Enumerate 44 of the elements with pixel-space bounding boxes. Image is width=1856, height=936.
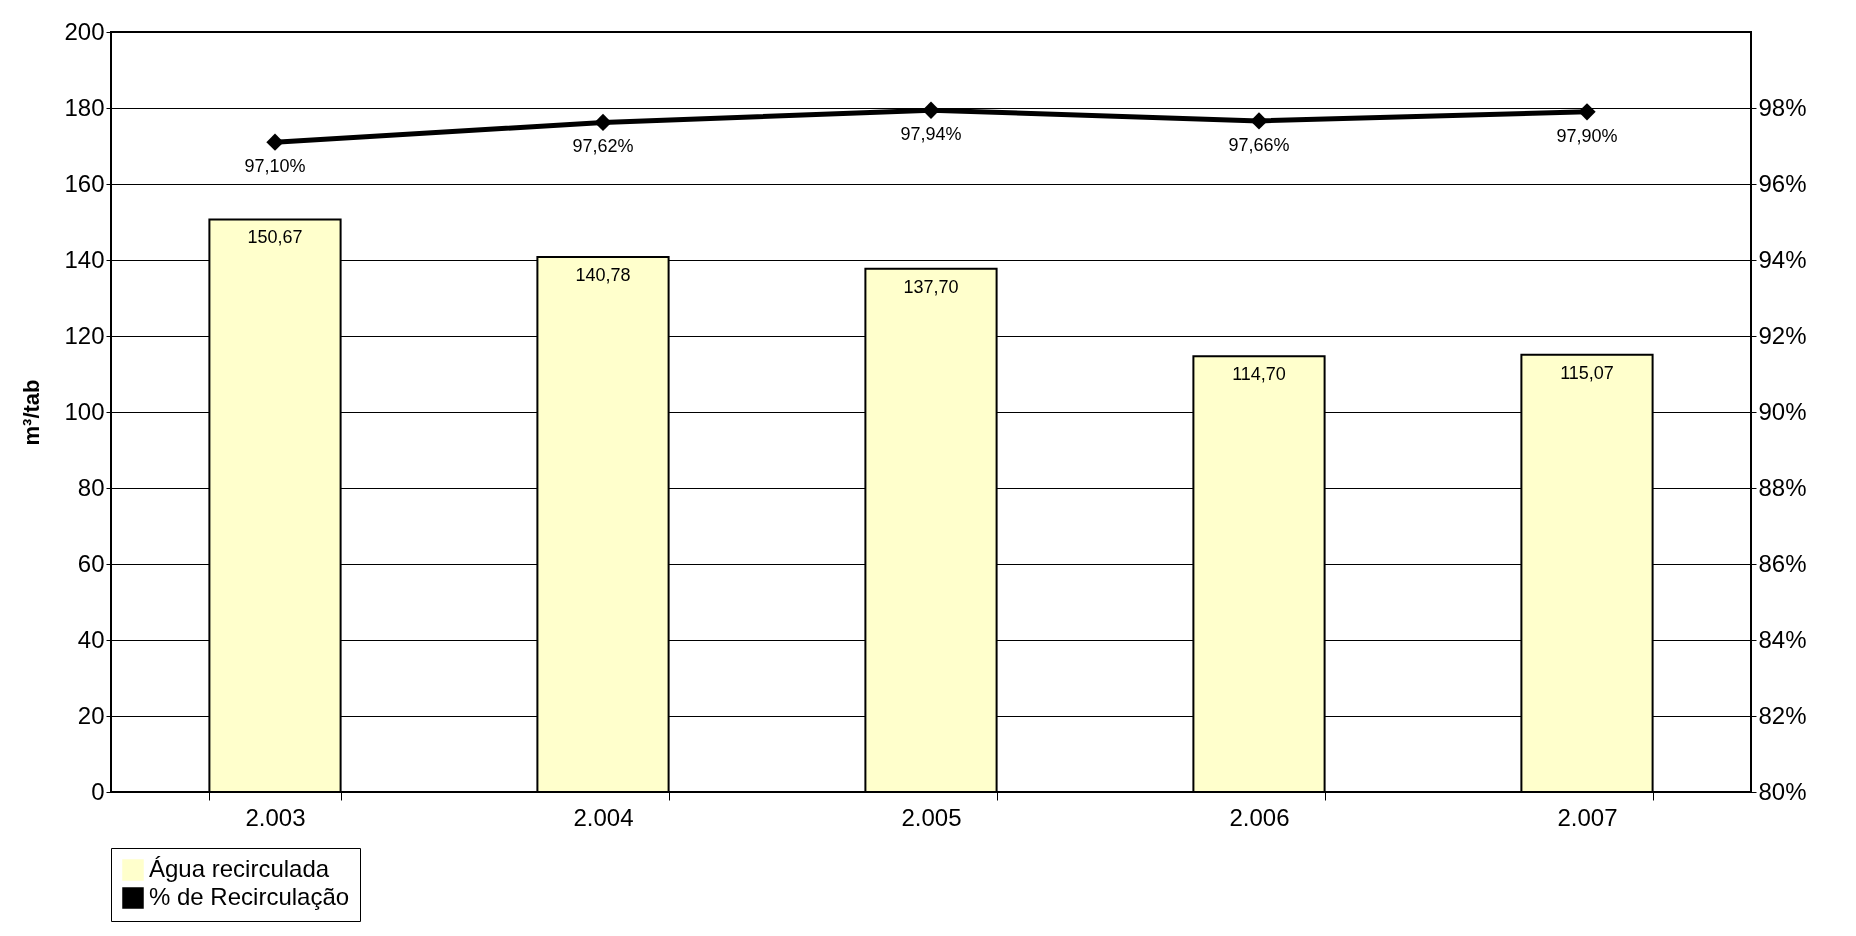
data-label: 97,66% <box>1228 134 1290 155</box>
y-tick-label: 100 <box>64 397 105 425</box>
y2-tick-label: 90% <box>1758 397 1807 425</box>
y-tick-label: 20 <box>77 701 105 729</box>
point <box>1250 112 1268 130</box>
y-tick-label: 200 <box>64 17 105 45</box>
data-label: 97,10% <box>244 156 306 177</box>
y2-tick-label: 94% <box>1758 245 1807 273</box>
y2-tick-label: 98% <box>1758 93 1807 121</box>
data-label: 97,94% <box>900 124 962 145</box>
legend-label: % de Recirculação <box>149 883 350 910</box>
data-label: 97,90% <box>1556 125 1618 146</box>
data-label: 114,70 <box>1232 364 1286 385</box>
data-label: 150,67 <box>247 227 303 248</box>
y-tick-label: 80 <box>77 473 105 501</box>
x-tick-label: 2.003 <box>245 803 306 831</box>
y-tick-label: 180 <box>64 93 105 121</box>
y-tick-label: 160 <box>64 169 105 197</box>
y2-tick-label: 84% <box>1758 625 1807 653</box>
data-label: 140,78 <box>575 265 631 286</box>
y2-tick-label: 86% <box>1758 549 1807 577</box>
y2-tick-label: 92% <box>1758 321 1807 349</box>
y-tick-label: 0 <box>91 777 105 805</box>
y2-tick-label: 88% <box>1758 473 1807 501</box>
point <box>266 133 284 151</box>
y-tick-label: 40 <box>77 625 105 653</box>
data-label: 115,07 <box>1560 362 1614 383</box>
point <box>1578 103 1596 121</box>
y-tick-label: 60 <box>77 549 105 577</box>
legend-label: Água recirculada <box>149 855 330 882</box>
point <box>922 101 940 119</box>
x-tick-label: 2.006 <box>1229 803 1290 831</box>
y-axis-title: m³/tab <box>19 379 45 446</box>
data-label: 97,62% <box>572 136 634 157</box>
x-tick-label: 2.004 <box>573 803 634 831</box>
y-tick-label: 140 <box>64 245 105 273</box>
x-tick-label: 2.007 <box>1557 803 1618 831</box>
x-tick-label: 2.005 <box>901 803 962 831</box>
data-label: 137,70 <box>903 276 959 297</box>
y2-tick-label: 96% <box>1758 169 1807 197</box>
point <box>594 113 612 132</box>
y-tick-label: 120 <box>64 321 105 349</box>
y2-tick-label: 82% <box>1758 701 1807 729</box>
y2-tick-label: 80% <box>1758 777 1807 805</box>
